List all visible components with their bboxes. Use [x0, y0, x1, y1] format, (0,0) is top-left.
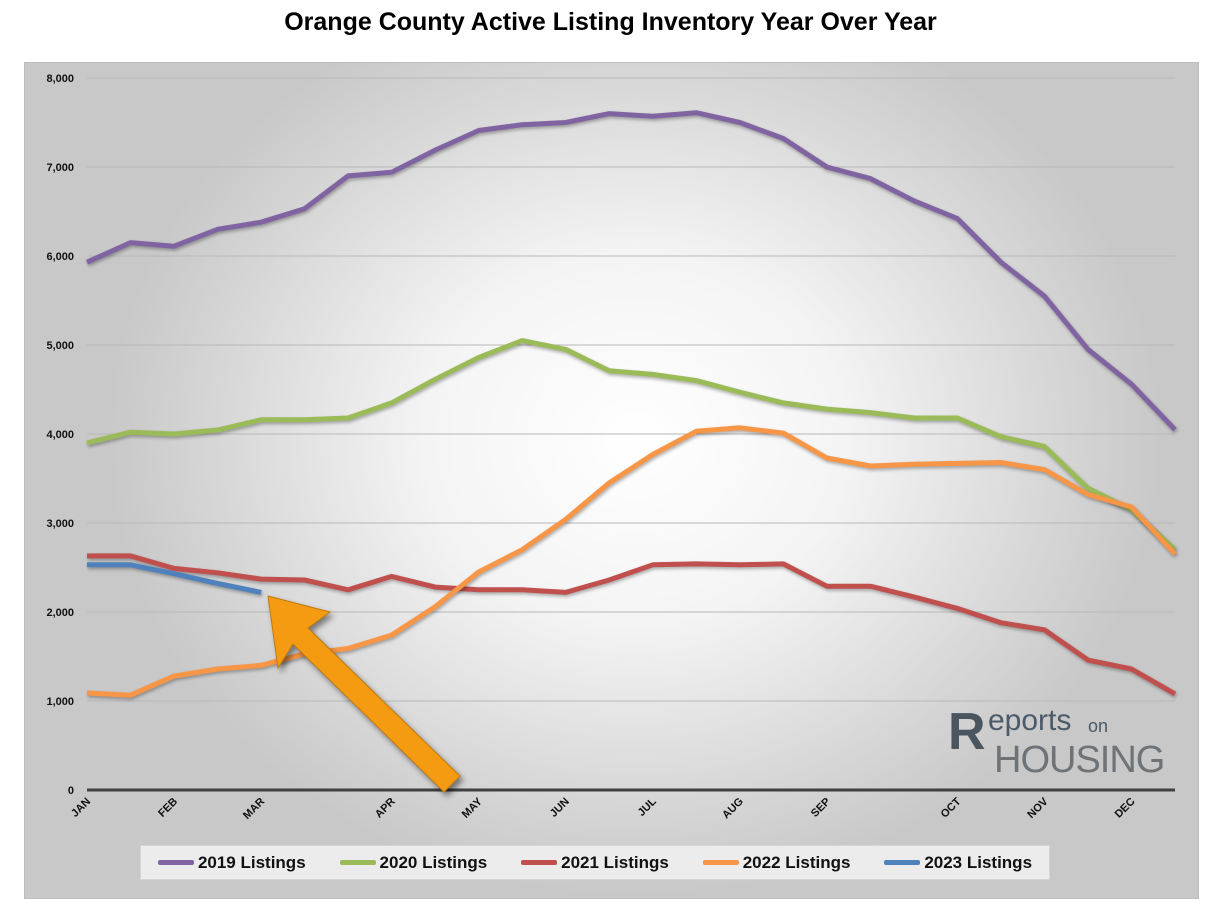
series-line-2022 — [86, 425, 1177, 698]
chart-title: Orange County Active Listing Inventory Y… — [284, 8, 937, 36]
chart-legend: 2019 Listings 2020 Listings 2021 Listings 2… — [140, 845, 1050, 880]
legend-item: 2020 Listings — [339, 852, 488, 873]
y-tick-label: 5,000 — [46, 340, 74, 352]
series-line-2021 — [87, 553, 1177, 697]
x-tick-label: JUN — [548, 796, 572, 820]
legend-item: 2019 Listings — [157, 852, 306, 873]
series-lines — [85, 110, 1177, 698]
reports-on-housing-logo: R eports on HOUSING — [948, 703, 1165, 781]
legend-swatch — [339, 860, 376, 865]
logo-on: on — [1088, 716, 1109, 736]
x-tick-label: JAN — [69, 796, 93, 820]
y-tick-label: 7,000 — [46, 162, 74, 174]
x-tick-label: FEB — [156, 796, 180, 820]
x-tick-label: MAR — [241, 796, 267, 822]
x-axis-ticks: JAN FEB MAR APR MAY JUN JUL AUG SEP OCT NOV DEC — [69, 795, 1138, 822]
y-tick-label: 3,000 — [46, 518, 74, 530]
y-tick-label: 6,000 — [46, 251, 74, 263]
logo-housing: HOUSING — [994, 739, 1165, 781]
legend-item: 2021 Listings — [521, 853, 669, 873]
logo-r: R — [948, 703, 986, 761]
legend-item: 2023 Listings — [884, 853, 1032, 873]
y-tick-label: 2,000 — [46, 607, 74, 619]
legend-swatch — [521, 860, 558, 865]
series-line-2019 — [85, 110, 1177, 432]
y-tick-label: 1,000 — [46, 696, 74, 708]
x-tick-label: MAY — [460, 795, 486, 821]
y-tick-label: 4,000 — [46, 429, 74, 441]
x-tick-label: AUG — [720, 796, 746, 822]
legend-swatch — [702, 860, 739, 865]
x-tick-label: OCT — [939, 795, 964, 820]
legend-label: 2020 Listings — [379, 852, 488, 872]
y-tick-label: 0 — [68, 785, 74, 797]
x-tick-label: NOV — [1025, 795, 1051, 821]
x-tick-label: DEC — [1113, 796, 1138, 821]
y-axis-ticks: 0 1,000 2,000 3,000 4,000 5,000 6,000 7,000 8,00… — [46, 73, 74, 797]
y-tick-label: 8,000 — [46, 73, 74, 85]
legend-item: 2022 Listings — [702, 852, 851, 873]
annotation-arrow — [267, 595, 461, 793]
x-tick-label: SEP — [809, 796, 833, 820]
logo-reports: eports — [988, 704, 1072, 737]
legend-swatch — [884, 860, 921, 865]
gridlines — [87, 77, 1175, 792]
legend-label: 2023 Listings — [924, 852, 1033, 872]
series-line-2020 — [86, 338, 1177, 552]
x-tick-label: APR — [373, 796, 398, 821]
legend-label: 2021 Listings — [561, 852, 669, 872]
legend-label: 2019 Listings — [197, 852, 306, 872]
x-tick-label: JUL — [636, 795, 659, 818]
legend-label: 2022 Listings — [742, 852, 851, 872]
legend-swatch — [157, 860, 194, 865]
